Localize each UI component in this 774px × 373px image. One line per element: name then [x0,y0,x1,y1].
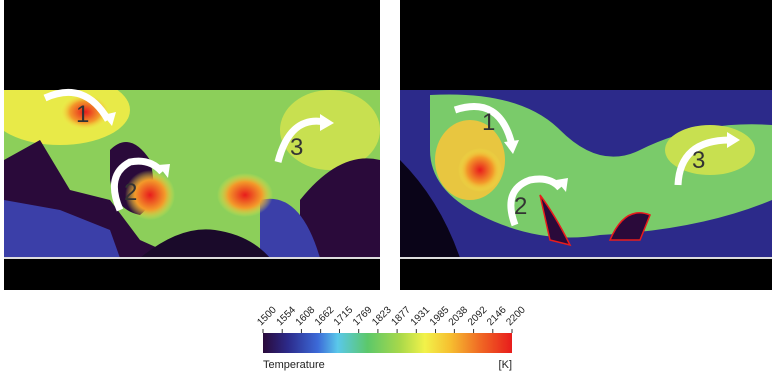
right-panel: 1 2 3 [400,0,772,290]
colorbar-tick-label: 1877 [389,304,413,328]
colorbar-tick-label: 1608 [294,304,318,328]
colorbar-tick-label: 2200 [504,304,528,328]
colorbar-tick-label: 2146 [485,304,509,328]
colorbar-tick-label: 1500 [255,304,279,328]
colorbar-title: Temperature [263,359,325,371]
region-label: 2 [124,179,137,206]
colorbar-tick-label: 1985 [428,304,452,328]
colorbar-tick-label: 1769 [351,304,375,328]
colorbar-tick-label: 1662 [313,304,337,328]
colorbar-tick-label: 2092 [466,304,490,328]
colorbar-tick-label: 1554 [275,304,299,328]
region-label: 3 [290,134,303,161]
region-label: 3 [692,147,705,174]
region-label: 2 [514,193,527,220]
left-panel: 1 2 3 [4,0,380,290]
colorbar: Temperature [K] 150015541608166217151769… [255,304,528,371]
region-label: 1 [482,109,495,136]
colorbar-tick-label: 1823 [370,304,394,328]
region-label: 1 [76,101,89,128]
colorbar-tick-label: 1715 [332,304,356,328]
colorbar-unit: [K] [499,359,512,371]
colorbar-gradient [263,333,512,353]
colorbar-tick-label: 2038 [447,304,471,328]
colorbar-tick-label: 1931 [409,304,433,328]
